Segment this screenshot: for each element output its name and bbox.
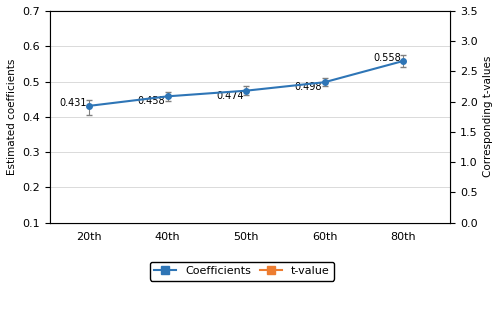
Text: 2.814: 2.814 xyxy=(328,43,356,52)
Text: 1.774: 1.774 xyxy=(60,121,87,131)
Text: 0.458: 0.458 xyxy=(138,96,166,106)
Legend: Coefficients, t-value: Coefficients, t-value xyxy=(150,262,334,281)
Text: 2.590: 2.590 xyxy=(250,56,278,66)
Y-axis label: Corresponding t-values: Corresponding t-values xyxy=(483,56,493,178)
Text: 0.431: 0.431 xyxy=(60,98,87,108)
Text: 0.498: 0.498 xyxy=(294,82,322,92)
Text: 0.558: 0.558 xyxy=(373,53,401,63)
Y-axis label: Estimated coefficients: Estimated coefficients xyxy=(7,58,17,175)
Text: 2.223: 2.223 xyxy=(407,94,435,104)
Text: 2.302: 2.302 xyxy=(172,74,200,83)
Text: 0.474: 0.474 xyxy=(216,91,244,100)
